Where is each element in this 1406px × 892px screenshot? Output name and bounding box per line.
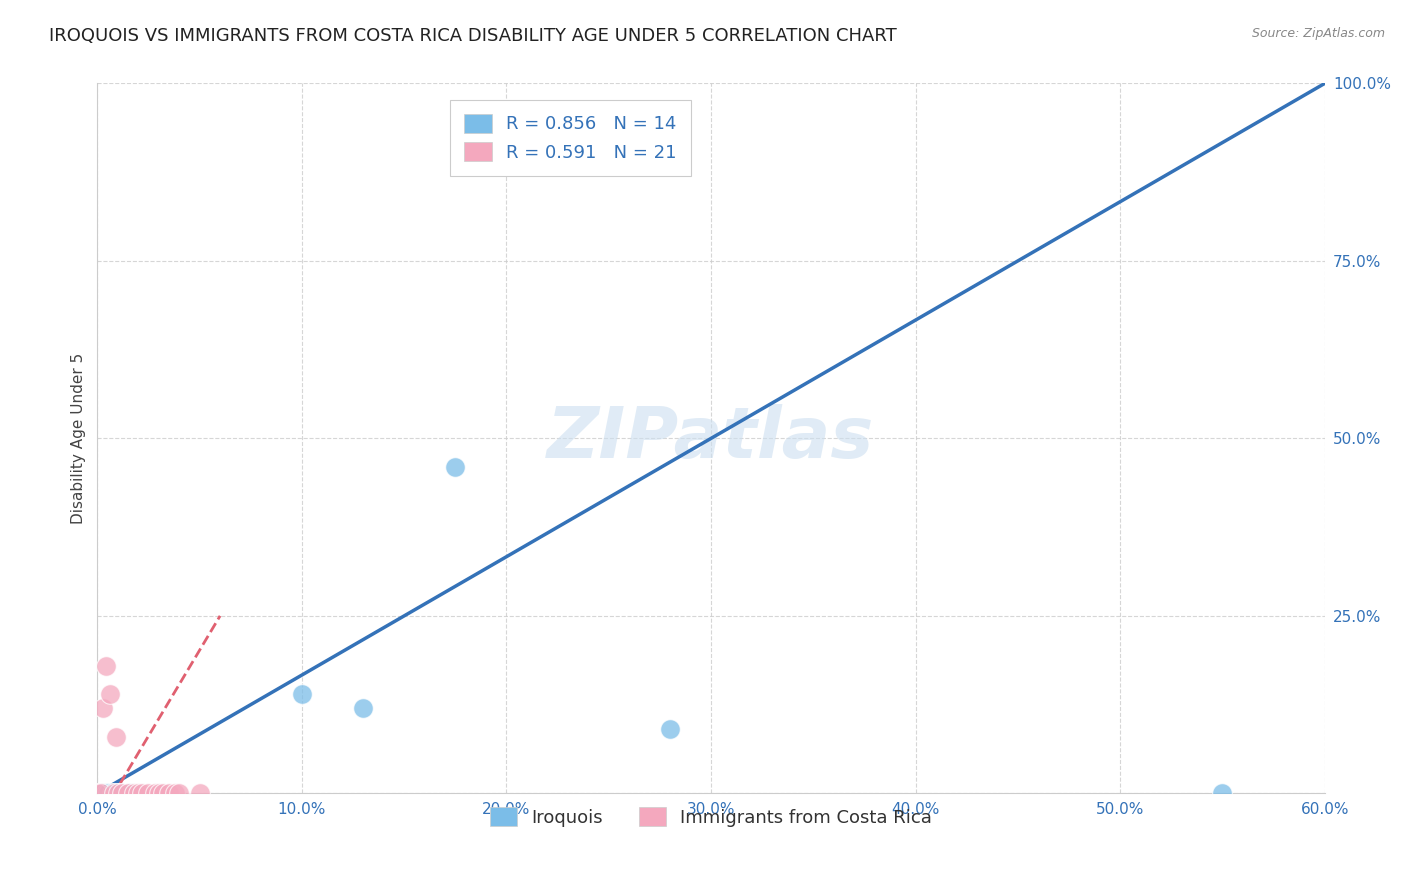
Legend: Iroquois, Immigrants from Costa Rica: Iroquois, Immigrants from Costa Rica xyxy=(482,800,939,834)
Point xyxy=(97,786,120,800)
Text: Source: ZipAtlas.com: Source: ZipAtlas.com xyxy=(1251,27,1385,40)
Point xyxy=(659,723,682,737)
Point xyxy=(103,786,125,800)
Point xyxy=(93,786,115,800)
Point xyxy=(90,786,112,800)
Point xyxy=(188,786,211,800)
Point xyxy=(104,730,127,744)
Point xyxy=(444,459,467,474)
Point xyxy=(138,786,160,800)
Point xyxy=(86,786,108,800)
Point xyxy=(167,786,190,800)
Text: IROQUOIS VS IMMIGRANTS FROM COSTA RICA DISABILITY AGE UNDER 5 CORRELATION CHART: IROQUOIS VS IMMIGRANTS FROM COSTA RICA D… xyxy=(49,27,897,45)
Point xyxy=(127,786,149,800)
Point xyxy=(93,701,115,715)
Point xyxy=(111,786,134,800)
Point xyxy=(90,786,112,800)
Point xyxy=(100,786,122,800)
Point xyxy=(94,786,117,800)
Point xyxy=(98,687,121,701)
Point xyxy=(117,786,139,800)
Point xyxy=(157,786,180,800)
Point xyxy=(352,701,374,715)
Point xyxy=(94,658,117,673)
Point xyxy=(1211,786,1233,800)
Point xyxy=(122,786,145,800)
Point xyxy=(107,786,129,800)
Y-axis label: Disability Age Under 5: Disability Age Under 5 xyxy=(72,352,86,524)
Point xyxy=(131,786,153,800)
Point xyxy=(143,786,166,800)
Point xyxy=(165,786,187,800)
Point xyxy=(111,786,134,800)
Point xyxy=(152,786,174,800)
Point xyxy=(148,786,170,800)
Point xyxy=(86,786,108,800)
Point xyxy=(104,786,127,800)
Point xyxy=(291,687,314,701)
Text: ZIPatlas: ZIPatlas xyxy=(547,404,875,473)
Point xyxy=(120,786,142,800)
